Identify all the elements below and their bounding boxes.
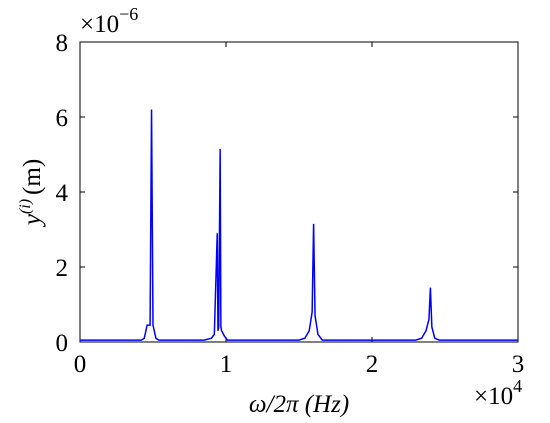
x-tick-label: 3 [512, 351, 525, 378]
y-multiplier: ×10−6 [80, 4, 138, 38]
y-tick-label: 6 [56, 105, 69, 132]
y-axis-label-unit: (m) [19, 159, 46, 195]
x-multiplier-exponent: 4 [513, 376, 522, 396]
x-multiplier: ×104 [474, 376, 522, 410]
x-axis-label: ω/2π (Hz) [249, 391, 349, 418]
axes-box [79, 41, 519, 343]
y-tick-label: 8 [56, 30, 69, 57]
x-multiplier-base: ×10 [474, 383, 513, 410]
y-tick-label: 0 [56, 330, 69, 357]
y-tick-label: 2 [56, 255, 69, 282]
y-axis-label-sup: (i) [17, 199, 34, 214]
x-tick-label: 0 [74, 351, 87, 378]
spectrum-line [80, 109, 518, 341]
y-multiplier-exponent: −6 [119, 4, 138, 24]
x-tick-label: 2 [366, 351, 379, 378]
y-axis-label-symbol: y [19, 213, 46, 228]
y-multiplier-base: ×10 [80, 11, 119, 38]
y-axis-label: y(i) (m) [17, 159, 46, 228]
x-tick-label: 1 [220, 351, 233, 378]
y-tick-label: 4 [56, 180, 69, 207]
